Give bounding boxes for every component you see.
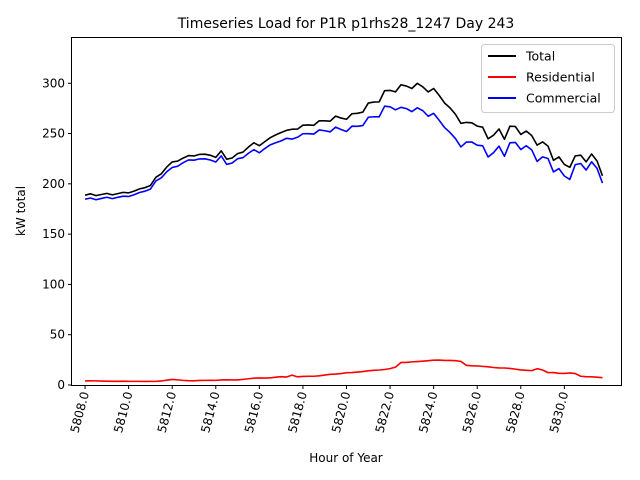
y-tick-label: 0 xyxy=(57,378,65,392)
legend-label-commercial: Commercial xyxy=(526,91,601,106)
y-axis-label: kW total xyxy=(14,186,28,236)
y-tick-label: 50 xyxy=(50,328,65,342)
y-axis: 0 50 100 150 200 250 300 xyxy=(42,76,72,392)
legend: Total Residential Commercial xyxy=(481,44,615,113)
y-tick-label: 150 xyxy=(42,227,65,241)
x-axis-label: Hour of Year xyxy=(309,451,383,465)
series-line-commercial xyxy=(84,105,604,201)
y-tick-label: 250 xyxy=(42,127,65,141)
series-line-residential xyxy=(85,359,603,383)
series-line-total xyxy=(84,82,604,197)
y-tick-label: 300 xyxy=(42,76,65,90)
y-tick-label: 200 xyxy=(42,177,65,191)
legend-box xyxy=(481,44,615,113)
y-tick-label: 100 xyxy=(42,277,65,291)
legend-label-total: Total xyxy=(525,49,555,64)
chart-title: Timeseries Load for P1R p1rhs28_1247 Day… xyxy=(177,16,515,32)
legend-label-residential: Residential xyxy=(526,70,595,85)
series-lines xyxy=(84,82,604,383)
